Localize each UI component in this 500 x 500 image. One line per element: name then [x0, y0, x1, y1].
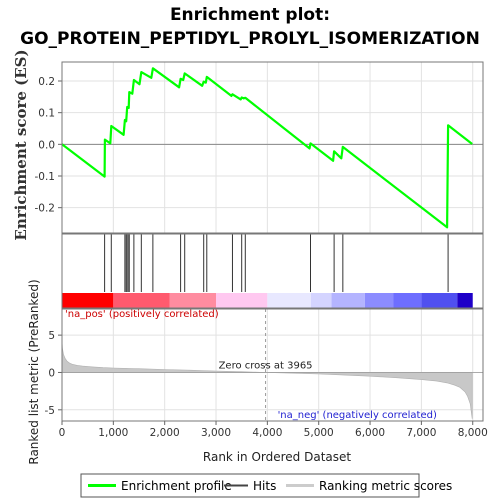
- colorbar-segment-7: [364, 293, 394, 308]
- x-tick-label-8: 8,000: [458, 427, 488, 439]
- colorbar-segment-9: [421, 293, 458, 308]
- colorbar-segment-6: [331, 293, 365, 308]
- metric-frame: [61, 308, 484, 422]
- es-ytick-label-1: -0.1: [35, 171, 56, 183]
- metric-ytick-label-2: 5: [48, 330, 55, 342]
- colorbar-segment-2: [169, 293, 217, 308]
- x-tick-label-5: 5,000: [304, 427, 334, 439]
- es-ytick-label-3: 0.1: [38, 108, 55, 120]
- es-frame: [61, 61, 484, 234]
- enrichment-profile-line: [61, 67, 473, 229]
- metric-ytick-label-1: 0: [48, 367, 55, 379]
- hits-area: [62, 234, 483, 292]
- legend-label-0: Enrichment profile: [121, 479, 232, 493]
- es-ytick-label-2: 0.0: [38, 139, 55, 151]
- metric-plot-area: [62, 309, 483, 421]
- x-tick-label-4: 4,000: [252, 427, 282, 439]
- metric-ytick-label-0: -5: [45, 405, 55, 417]
- legend-label-2: Ranking metric scores: [319, 479, 452, 493]
- x-axis-label: Rank in Ordered Dataset: [203, 450, 351, 464]
- es-ytick-label-4: 0.2: [38, 76, 55, 88]
- legend-box: [80, 473, 420, 498]
- es-panel: -0.2 -0.1 0.0 0.1 0.2: [35, 61, 484, 234]
- colorbar-segment-1: [113, 293, 170, 308]
- es-ytick-label-0: -0.2: [35, 203, 56, 215]
- x-tick-label-1: 1,000: [98, 427, 128, 439]
- colorbar-segment-3: [216, 293, 268, 308]
- metric-panel: -5 0 5 Zero cross at 3965 'na_pos' (positive…: [45, 308, 488, 439]
- x-tick-label-6: 6,000: [355, 427, 385, 439]
- pos-correlated-label: 'na_pos' (positively correlated): [65, 309, 219, 320]
- es-y-axis-label: Enrichment score (ES): [12, 49, 30, 240]
- metric-y-axis-label: Ranked list metric (PreRanked): [27, 279, 41, 464]
- colorbar-segment-4: [267, 293, 312, 308]
- x-tick-label-0: 0: [59, 427, 66, 439]
- neg-correlated-label: 'na_neg' (negatively correlated): [278, 410, 437, 421]
- legend-label-1: Hits: [253, 479, 276, 493]
- hits-panel: [61, 233, 484, 309]
- colorbar-segment-5: [311, 293, 332, 308]
- x-tick-label-7: 7,000: [406, 427, 436, 439]
- x-tick-label-3: 3,000: [201, 427, 231, 439]
- x-tick-label-2: 2,000: [150, 427, 180, 439]
- chart-title-line2: GO_PROTEIN_PEPTIDYL_PROLYL_ISOMERIZATION: [20, 29, 480, 49]
- zero-cross-label: Zero cross at 3965: [219, 360, 313, 371]
- hits-frame: [61, 233, 484, 309]
- legend: Enrichment profile Hits Ranking metric sco…: [80, 473, 452, 498]
- colorbar-segment-10: [457, 293, 473, 308]
- colorbar-segment-0: [62, 293, 114, 308]
- colorbar-segment-8: [393, 293, 422, 308]
- chart-title-line1: Enrichment plot:: [170, 5, 330, 25]
